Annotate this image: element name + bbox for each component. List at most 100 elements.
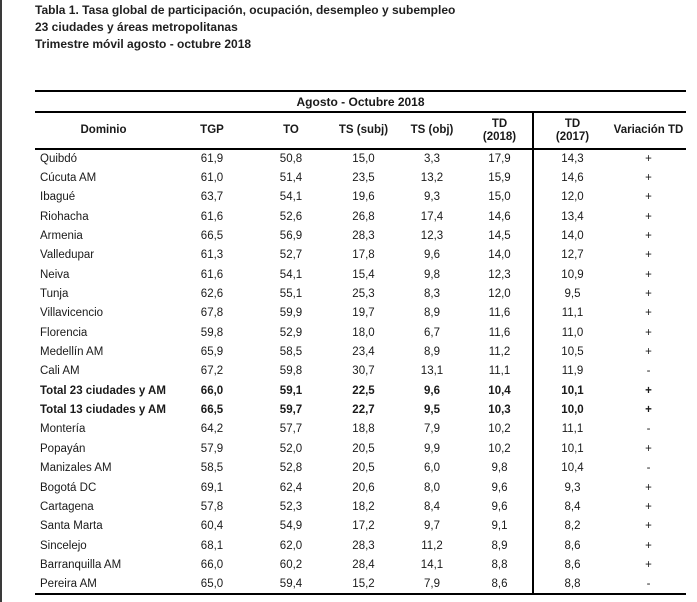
table-cell: 10,4	[488, 384, 511, 397]
table-cell: 15,2	[330, 574, 397, 595]
table-row: Riohacha 61,6 52,6 26,8 17,4 14,6 13,4 +	[35, 207, 686, 227]
table-cell: 14,6	[488, 210, 511, 223]
table-cell: 20,5	[352, 442, 375, 455]
column-header-td-2018: TD (2018)	[467, 112, 533, 150]
table-cell: 10,3	[488, 404, 511, 417]
table-cell: 15,0	[352, 153, 375, 166]
table-cell: 61,6	[200, 268, 224, 281]
table-cell: 11,6	[488, 307, 511, 320]
table-cell: 61,3	[200, 249, 224, 262]
table-cell: 12,7	[532, 245, 611, 266]
table-cell: 10,9	[532, 265, 611, 285]
table-cell: 17,2	[352, 520, 375, 533]
table-cell: 3,3	[424, 153, 440, 166]
table-row: Total 23 ciudades y AM 66,0 59,1 22,5 9,6 10,…	[35, 381, 686, 401]
row-label: Sincelejo	[40, 539, 87, 552]
table-cell: 9,8	[491, 462, 508, 475]
table-row: Bogotá DC 69,1 62,4 20,6 8,0 9,6 9,3 +	[35, 477, 686, 498]
table-row: Total 13 ciudades y AM 66,5 59,7 22,7 9,5 10,…	[35, 400, 686, 420]
table-cell: +	[645, 520, 652, 533]
table-cell: 12,0	[532, 187, 611, 208]
table-cell: 23,5	[352, 172, 375, 185]
table-cell: 11,9	[532, 361, 611, 382]
table-cell: 8,3	[424, 288, 440, 301]
table-cell: 50,8	[279, 153, 303, 166]
table-row: Neiva 61,6 54,1 15,4 9,8 12,3 10,9 +	[35, 265, 686, 285]
table-cell: 14,0	[532, 226, 611, 246]
table-row: Florencia 59,8 52,9 18,0 6,7 11,6 11,0 +	[35, 323, 686, 343]
table-cell: 8,8	[491, 558, 508, 571]
table-cell: -	[646, 462, 651, 475]
row-label: Cúcuta AM	[40, 172, 97, 185]
table-cell: +	[645, 558, 652, 571]
table-cell: 59,8	[279, 365, 303, 378]
table-cell: +	[645, 346, 652, 359]
table-cell: 8,4	[532, 497, 611, 517]
table-cell: +	[645, 307, 652, 320]
table-cell: 59,4	[252, 574, 330, 595]
table-cell: 13,2	[420, 172, 444, 185]
table-cell: 8,4	[424, 500, 440, 513]
table-cell: 61,9	[200, 153, 224, 166]
row-label: Villavicencio	[40, 307, 104, 320]
table-row: Cali AM 67,2 59,8 30,7 13,1 11,1 11,9 -	[35, 361, 686, 382]
row-label: Pereira AM	[35, 574, 172, 595]
row-label: Montería	[40, 423, 86, 436]
table-cell: +	[645, 210, 652, 223]
table-cell: 66,5	[200, 404, 224, 417]
table-cell: 52,7	[279, 249, 303, 262]
row-label: Manizales AM	[40, 462, 112, 475]
table-cell: 51,4	[279, 172, 303, 185]
table-cell: 22,7	[352, 404, 375, 417]
table-cell: 10,5	[532, 342, 611, 362]
table-row: Cartagena 57,8 52,3 18,2 8,4 9,6 8,4 +	[35, 497, 686, 517]
row-label: Cali AM	[40, 365, 80, 378]
row-label: Total 13 ciudades y AM	[40, 404, 166, 417]
table-cell: 14,3	[532, 149, 611, 169]
table-cell: 9,8	[424, 268, 440, 281]
table-cell: 30,7	[352, 365, 375, 378]
table-cell: 9,6	[424, 384, 440, 397]
table-row: Montería 64,2 57,7 18,8 7,9 10,2 11,1 -	[35, 419, 686, 440]
table-title-line1: Tabla 1. Tasa global de participación, o…	[35, 3, 456, 17]
table-cell: 8,9	[491, 539, 508, 552]
table-cell: 65,0	[172, 574, 252, 595]
table-cell: 52,0	[279, 442, 303, 455]
table-cell: 22,5	[352, 384, 375, 397]
table-cell: 8,6	[467, 574, 533, 595]
table-cell: +	[645, 153, 652, 166]
table-row: Tunja 62,6 55,1 25,3 8,3 12,0 9,5 +	[35, 284, 686, 304]
table-cell: 69,1	[200, 481, 224, 494]
table-cell: 11,2	[421, 539, 443, 552]
table-row: Santa Marta 60,4 54,9 17,2 9,7 9,1 8,2 +	[35, 516, 686, 536]
table-cell: 20,5	[352, 462, 375, 475]
table-cell: 9,7	[424, 520, 440, 533]
table-cell: 59,7	[279, 404, 303, 417]
table-cell: +	[645, 500, 652, 513]
table-cell: 8,6	[532, 535, 611, 556]
table-cell: 9,6	[491, 500, 508, 513]
column-header-ts-obj: TS (obj)	[397, 112, 467, 150]
column-header-to: TO	[252, 112, 330, 150]
table-cell: 8,0	[424, 481, 440, 494]
table-cell: 9,6	[491, 481, 508, 494]
table-cell: +	[645, 191, 652, 204]
table-cell: 57,7	[279, 423, 303, 436]
table-cell: 61,6	[200, 210, 224, 223]
table-cell: 61,0	[200, 172, 224, 185]
table-cell: 9,6	[424, 249, 440, 262]
table-cell: 10,2	[488, 442, 511, 455]
table-cell: 58,5	[279, 346, 303, 359]
table-cell: 7,9	[397, 574, 467, 595]
row-label: Medellín AM	[40, 346, 104, 359]
table-cell: 10,0	[532, 400, 611, 420]
table-cell: 7,9	[424, 423, 440, 436]
row-label: Barranquilla AM	[40, 558, 122, 571]
period-header-row: Agosto - Octubre 2018	[35, 90, 687, 113]
table-cell: 9,3	[424, 191, 440, 204]
table-cell: 9,5	[532, 284, 611, 304]
table-cell: 25,3	[352, 288, 375, 301]
column-header-tgp: TGP	[172, 112, 252, 150]
table-cell: 14,6	[532, 168, 611, 188]
table-cell: 9,1	[491, 520, 508, 533]
